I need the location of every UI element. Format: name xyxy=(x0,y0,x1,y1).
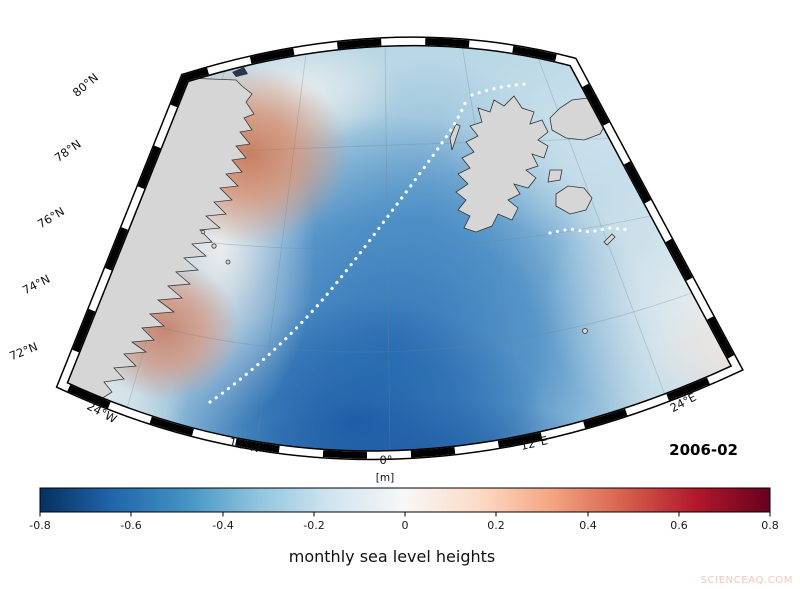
land-greenland xyxy=(62,67,255,402)
map-border xyxy=(55,36,744,461)
border-checker-band xyxy=(57,37,742,459)
barentsoya-island xyxy=(547,169,563,183)
colorbar-tick-label: -0.4 xyxy=(212,519,233,532)
colorbar-gradient-bar xyxy=(39,487,771,513)
ice-edge-main xyxy=(208,99,468,404)
greenland-coast xyxy=(62,77,255,402)
lat-label-74n: 74°N xyxy=(20,272,52,298)
colorbar-tick-label: 0.8 xyxy=(761,519,779,532)
hopen-island xyxy=(603,233,616,246)
colorbar-tick-labels: -0.8 -0.6 -0.4 -0.2 0 0.2 0.4 0.6 0.8 xyxy=(29,519,778,532)
bear-island xyxy=(582,328,588,334)
lon-label-0: 0° xyxy=(379,453,392,467)
colorbar-tick-label: 0.6 xyxy=(670,519,688,532)
spitsbergen-island xyxy=(455,95,549,233)
land-svalbard xyxy=(449,86,651,334)
lon-label-12e: 12°E xyxy=(519,433,549,453)
ice-edge-east xyxy=(548,226,634,235)
sea-ice-edge-line xyxy=(208,82,634,404)
colorbar-tick-label: 0 xyxy=(402,519,409,532)
colorbar-tick-label: -0.2 xyxy=(303,519,324,532)
north-coast-speck xyxy=(232,67,248,77)
coastal-islet xyxy=(200,229,206,235)
map-field xyxy=(62,41,737,456)
lat-label-80n: 80°N xyxy=(70,70,101,99)
colorbar-tick-label: -0.6 xyxy=(120,519,141,532)
watermark: SCIENCEAQ.COM xyxy=(701,575,793,586)
lat-label-72n: 72°N xyxy=(7,339,39,363)
coastal-islet xyxy=(225,259,231,265)
colorbar-unit-label: [m] xyxy=(376,472,394,484)
lat-label-76n: 76°N xyxy=(35,204,67,231)
edgeoya-island xyxy=(555,185,593,215)
figure-title: monthly sea level heights xyxy=(289,547,495,566)
colorbar-ticks xyxy=(39,512,771,517)
colorbar-tick-label: 0.4 xyxy=(579,519,597,532)
date-label: 2006-02 xyxy=(669,441,738,459)
graticule-meridian xyxy=(384,41,391,456)
colorbar-tick-label: -0.8 xyxy=(29,519,50,532)
lon-label-12w: 12°W xyxy=(228,435,262,456)
graticule-parallel xyxy=(92,291,697,353)
colorbar: -0.8 -0.6 -0.4 -0.2 0 0.2 0.4 0.6 0.8 xyxy=(29,487,779,532)
graticule-meridian xyxy=(461,43,527,440)
lat-label-78n: 78°N xyxy=(52,137,84,165)
kvitoya-island xyxy=(631,86,651,94)
graticule-meridian xyxy=(256,49,307,446)
colorbar-tick-label: 0.2 xyxy=(487,519,505,532)
prins-karls-forland xyxy=(449,123,461,151)
coastal-islet xyxy=(211,243,217,249)
